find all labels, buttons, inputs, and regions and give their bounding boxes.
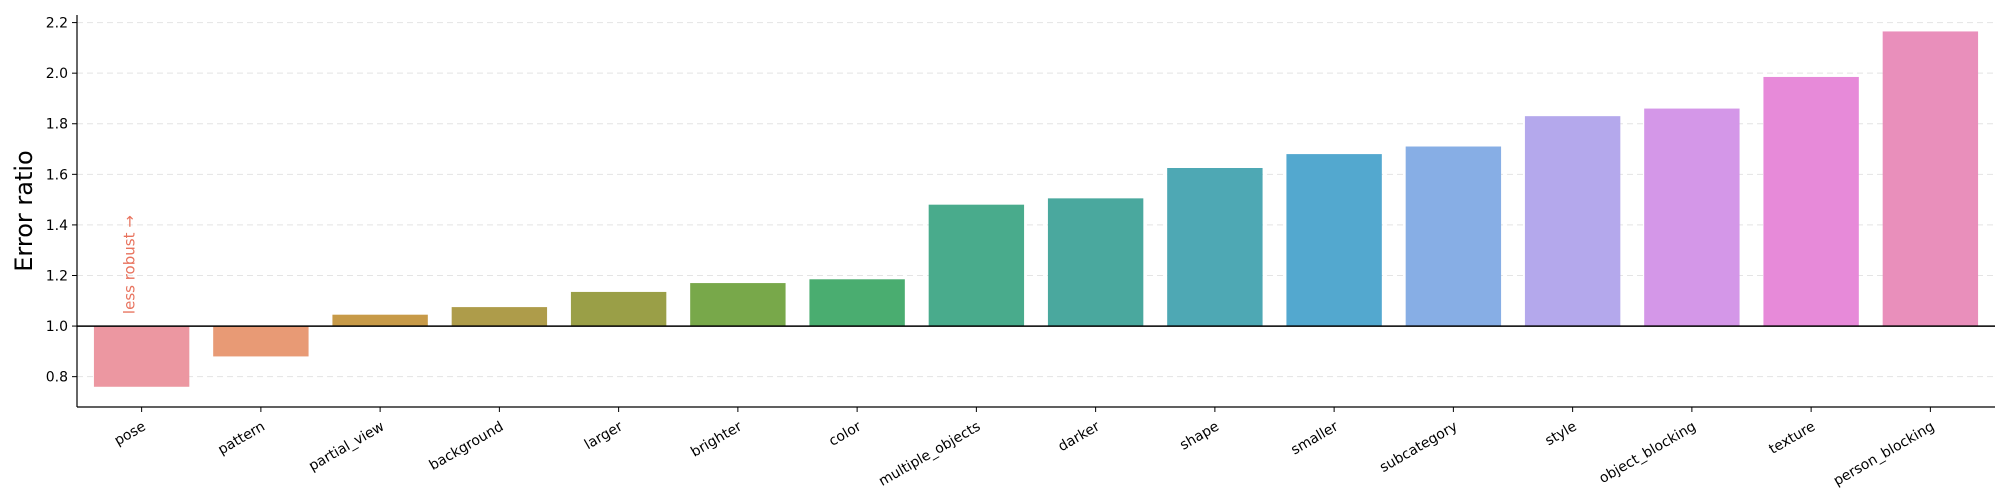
- y-tick-label: 2.2: [46, 16, 68, 32]
- x-tick-label: partial_view: [306, 419, 387, 475]
- bar: [451, 307, 548, 327]
- bar: [213, 326, 309, 357]
- x-tick-label: person_blocking: [1831, 419, 1938, 490]
- bar: [1882, 31, 1979, 327]
- x-tick-label: darker: [1055, 418, 1102, 455]
- bar: [809, 279, 905, 327]
- bar: [1167, 168, 1263, 327]
- y-tick-label: 0.8: [46, 370, 68, 386]
- bar: [1763, 76, 1859, 327]
- x-tick-label: object_blocking: [1597, 419, 1699, 487]
- bar: [1644, 108, 1740, 327]
- x-tick-label: pose: [112, 419, 149, 450]
- bar: [93, 326, 190, 387]
- bar: [928, 204, 1025, 327]
- x-tick-label: style: [1543, 419, 1580, 450]
- x-tick-label: pattern: [215, 419, 268, 459]
- x-tick-label: multiple_objects: [876, 419, 983, 490]
- x-tick-label: shape: [1177, 419, 1222, 454]
- y-tick-label: 1.4: [46, 218, 68, 234]
- bar: [1405, 146, 1502, 327]
- bar: [690, 283, 786, 327]
- y-tick-label: 2.0: [46, 66, 68, 82]
- x-tick-label: larger: [582, 418, 626, 453]
- bar: [1047, 198, 1144, 327]
- bar: [1286, 154, 1382, 327]
- x-tick-label: subcategory: [1377, 419, 1460, 476]
- bar: [332, 314, 428, 327]
- y-tick-label: 1.6: [46, 167, 68, 183]
- y-axis-title: Error ratio: [10, 150, 38, 271]
- bars: [93, 31, 1979, 387]
- x-tick-label: smaller: [1288, 418, 1341, 458]
- x-tick-label: background: [427, 419, 507, 474]
- y-tick-label: 1.0: [46, 319, 68, 335]
- x-tick-label: brighter: [688, 418, 745, 460]
- y-tick-label: 1.2: [46, 268, 68, 284]
- y-tick-label: 1.8: [46, 117, 68, 133]
- axes: [72, 15, 1995, 412]
- annotation-less-robust: less robust →: [121, 215, 139, 314]
- x-tick-label: color: [826, 418, 864, 449]
- bar: [1524, 116, 1621, 327]
- x-tick-label: texture: [1766, 419, 1818, 458]
- bar: [570, 291, 667, 327]
